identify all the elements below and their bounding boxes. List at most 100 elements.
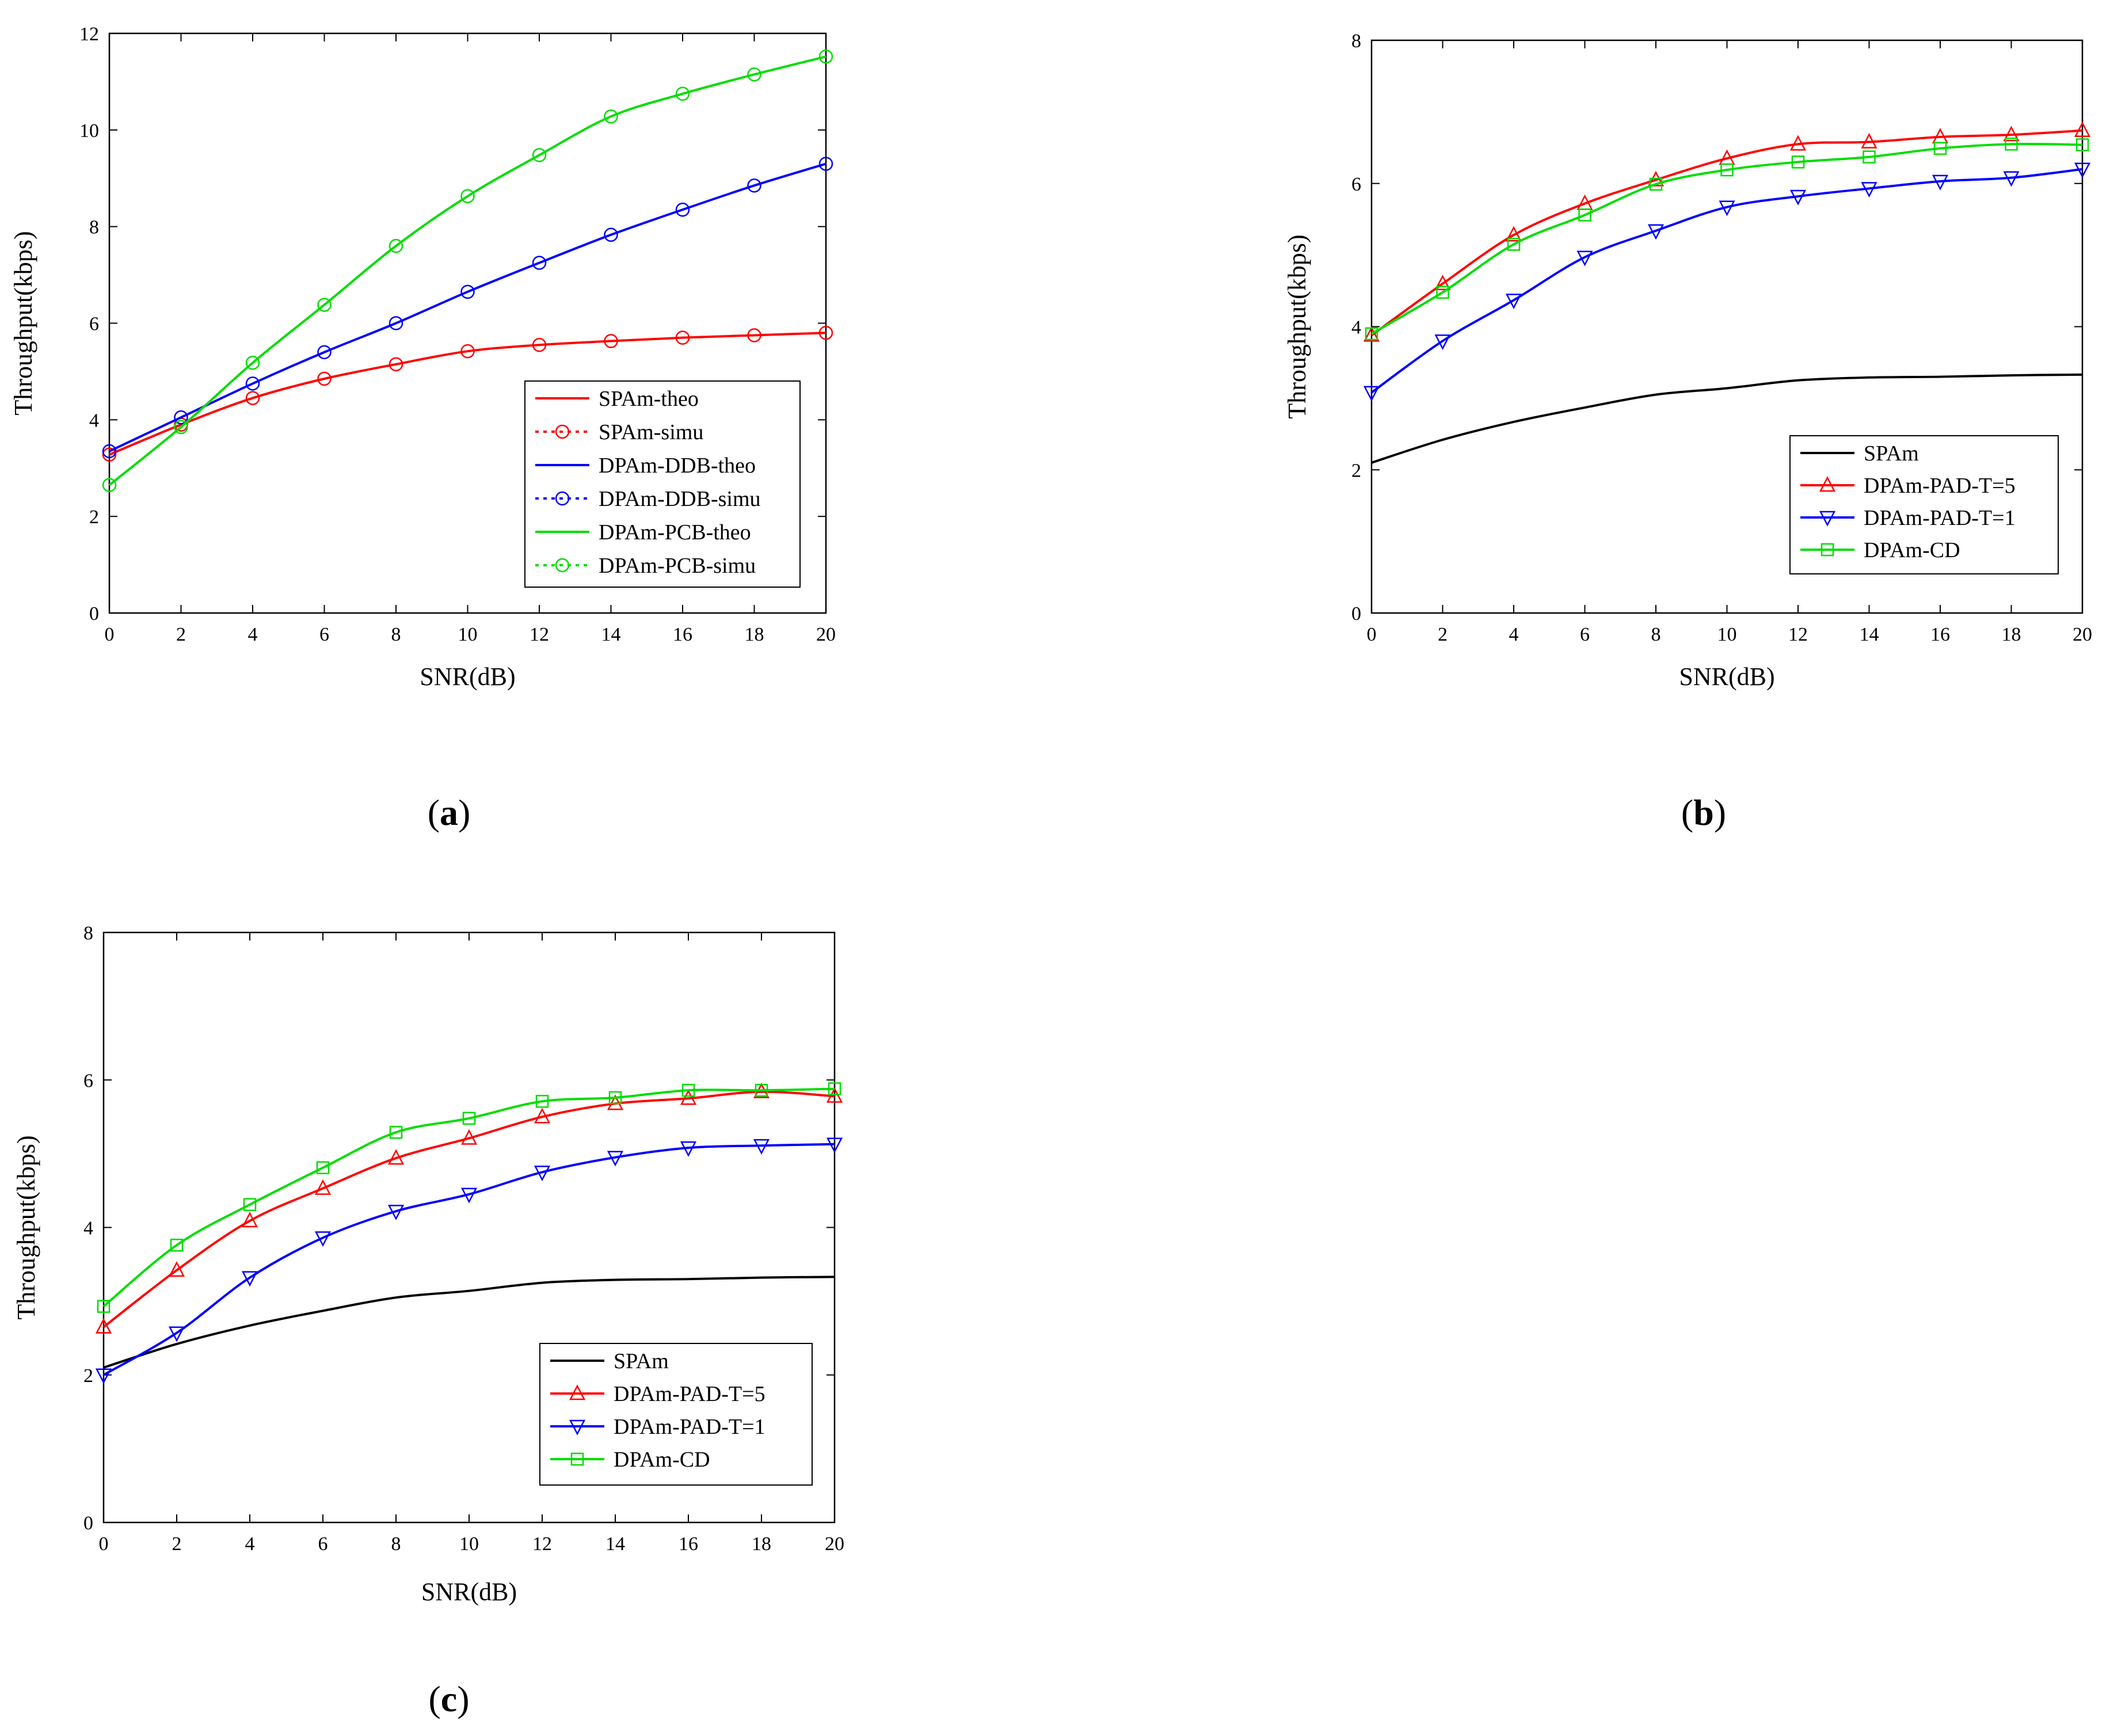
panel-label: (b) [1681,792,1726,833]
y-tick-label: 2 [83,1365,93,1387]
legend-marker [555,558,570,573]
x-tick-label: 6 [319,624,329,645]
data-point-dpam-cd [316,1161,330,1174]
legend-entry: DPAm-DDB-theo [599,454,756,478]
data-point-dpam-ddb-simu [818,157,833,171]
data-point-dpam-pad-t=1 [1647,224,1665,240]
data-point-dpam-ddb-simu [604,227,618,242]
x-tick-label: 0 [99,1533,109,1555]
data-point-dpam-pad-t=1 [241,1271,258,1287]
legend-entry: DPAm-PAD-T=5 [1864,474,2016,498]
data-point-dpam-cd [828,1082,841,1095]
data-point-dpam-pcb-simu [174,420,188,435]
y-tick-label: 6 [89,314,99,335]
y-tick-label: 6 [1351,174,1361,195]
data-point-spam-simu [675,330,690,345]
data-point-dpam-pad-t=1 [168,1326,185,1342]
data-point-spam-simu [818,326,833,340]
data-point-dpam-ddb-simu [532,256,547,270]
data-point-dpam-pad-t=5 [460,1129,478,1145]
x-tick-label: 12 [530,624,549,645]
data-point-dpam-pcb-simu [460,189,475,204]
legend-entry: DPAm-PCB-simu [599,554,756,578]
x-tick-label: 4 [245,1533,255,1555]
y-tick-label: 10 [79,120,99,142]
series-line-dpam-pad-t=1 [103,1143,835,1376]
legend-marker [555,491,570,506]
x-tick-label: 2 [1438,624,1448,645]
y-tick-label: 8 [83,923,93,944]
data-point-dpam-cd [1436,285,1449,299]
legend-marker [555,424,570,439]
legend-entry: DPAm-CD [1864,538,1960,562]
data-point-spam-simu [389,357,403,372]
legend-marker [570,1452,584,1466]
data-point-dpam-pad-t=5 [826,1087,843,1103]
legend-entry: DPAm-DDB-simu [599,487,761,511]
legend-entry: SPAm-simu [599,420,703,444]
series-line-dpam-pad-t=1 [1370,167,2083,394]
data-point-dpam-cd [1649,177,1663,191]
data-point-dpam-pad-t=1 [314,1231,332,1247]
data-point-dpam-ddb-simu [460,284,475,299]
data-point-dpam-pad-t=5 [1789,135,1807,151]
x-tick-label: 18 [2002,624,2021,645]
x-axis-label: SNR(dB) [420,663,515,691]
x-tick-label: 18 [752,1533,771,1555]
y-tick-label: 2 [1351,460,1361,481]
data-point-dpam-pad-t=1 [2003,171,2020,187]
x-tick-label: 10 [459,1533,479,1555]
x-tick-label: 2 [172,1533,182,1555]
data-point-dpam-cd [1933,142,1947,155]
legend-marker [569,1384,586,1400]
data-point-dpam-pad-t=5 [241,1212,258,1228]
data-point-dpam-pad-t=5 [1434,275,1451,291]
legend-marker [1819,511,1836,527]
legend-box [539,1343,813,1486]
data-point-dpam-pad-t=1 [607,1151,624,1167]
y-axis-label: Throughput(kbps) [12,1135,40,1319]
data-point-dpam-pad-t=1 [387,1205,405,1221]
data-point-dpam-pcb-simu [389,238,403,253]
y-tick-label: 2 [89,507,99,528]
x-tick-label: 4 [1509,624,1519,645]
data-point-dpam-pad-t=5 [1505,226,1522,242]
data-point-dpam-pad-t=1 [1576,250,1593,267]
data-point-dpam-pad-t=5 [2074,121,2091,137]
series-line-dpam-pad-t=5 [102,1090,835,1328]
series-line-dpam-cd [1370,143,2083,335]
x-tick-label: 16 [673,624,692,645]
data-point-dpam-pad-t=1 [95,1368,112,1384]
data-point-dpam-cd [681,1083,695,1097]
data-point-dpam-ddb-simu [675,203,690,217]
x-tick-label: 14 [1860,624,1879,645]
x-axis-label: SNR(dB) [1679,663,1774,691]
x-axis-label: SNR(dB) [421,1578,517,1606]
data-point-dpam-pcb-simu [102,478,117,492]
data-point-dpam-cd [97,1300,111,1313]
data-point-dpam-pad-t=1 [2074,162,2091,178]
y-tick-label: 8 [89,217,99,238]
data-point-dpam-pad-t=1 [460,1187,478,1204]
legend-entry: SPAm-theo [599,387,699,411]
legend-entry: DPAm-PCB-theo [599,520,751,545]
data-point-dpam-cd [1720,163,1734,177]
data-point-dpam-cd [1507,238,1521,251]
legend-marker [1820,543,1834,557]
x-tick-label: 0 [105,624,115,645]
x-tick-label: 10 [1717,624,1737,645]
x-tick-label: 2 [176,624,186,645]
series-line-dpam-ddb-theo [109,162,827,452]
data-point-dpam-ddb-simu [174,410,188,425]
series-line-spam [1371,373,2083,464]
data-point-dpam-pad-t=1 [1861,182,1877,198]
data-point-spam-simu [604,334,618,348]
x-tick-label: 16 [679,1533,698,1555]
y-tick-label: 4 [89,410,99,431]
data-point-spam-simu [317,371,332,386]
x-tick-label: 14 [605,1533,625,1555]
legend-entry: DPAm-CD [614,1448,710,1472]
data-point-dpam-pcb-simu [747,67,761,82]
data-point-dpam-cd [462,1111,476,1125]
